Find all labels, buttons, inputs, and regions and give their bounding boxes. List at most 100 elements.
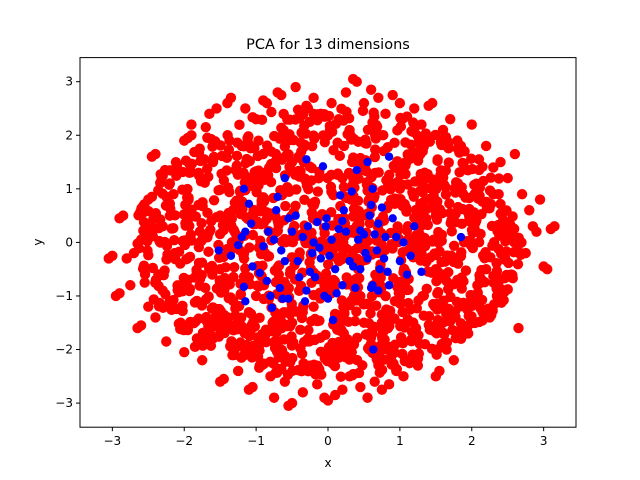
blue-point bbox=[334, 224, 343, 234]
red-point bbox=[308, 130, 319, 141]
red-point bbox=[365, 308, 376, 319]
red-point bbox=[319, 111, 330, 122]
red-point bbox=[431, 183, 442, 195]
blue-point bbox=[372, 246, 382, 255]
red-point bbox=[308, 92, 319, 103]
red-point bbox=[203, 246, 214, 257]
red-point bbox=[234, 119, 245, 131]
red-point bbox=[448, 240, 460, 251]
blue-point bbox=[233, 240, 243, 250]
red-point bbox=[531, 226, 542, 237]
red-point bbox=[395, 296, 406, 308]
red-point bbox=[400, 168, 411, 180]
red-point bbox=[238, 271, 250, 282]
red-point bbox=[549, 221, 560, 232]
red-point bbox=[276, 122, 287, 134]
blue-point bbox=[351, 283, 360, 293]
red-point bbox=[235, 288, 246, 300]
red-point bbox=[253, 341, 264, 353]
red-point bbox=[326, 97, 337, 109]
red-point bbox=[351, 76, 362, 87]
red-point bbox=[433, 226, 444, 238]
red-point bbox=[419, 167, 430, 178]
y-tick-label: 2 bbox=[65, 128, 73, 142]
x-tick-label: 0 bbox=[324, 434, 332, 448]
red-point bbox=[360, 329, 372, 340]
red-point bbox=[417, 146, 428, 157]
red-point bbox=[369, 376, 380, 387]
red-point bbox=[336, 103, 347, 115]
blue-point bbox=[241, 227, 250, 236]
red-point bbox=[180, 155, 192, 166]
red-point bbox=[365, 84, 377, 95]
red-point bbox=[369, 151, 381, 163]
red-point bbox=[444, 198, 455, 209]
red-point bbox=[202, 228, 214, 240]
y-axis-label: y bbox=[31, 238, 45, 245]
red-point bbox=[400, 137, 411, 148]
red-point bbox=[273, 363, 284, 375]
red-point bbox=[177, 286, 188, 297]
red-point bbox=[186, 119, 197, 130]
red-point bbox=[150, 148, 161, 160]
blue-point bbox=[315, 243, 324, 252]
red-point bbox=[432, 155, 443, 167]
blue-point bbox=[375, 264, 384, 274]
blue-point bbox=[269, 235, 279, 244]
red-point bbox=[357, 105, 369, 117]
red-point bbox=[348, 203, 360, 215]
red-point bbox=[449, 183, 460, 194]
blue-point bbox=[264, 227, 273, 236]
blue-point bbox=[336, 191, 345, 200]
red-point bbox=[223, 144, 235, 156]
red-point bbox=[389, 313, 400, 324]
red-point bbox=[290, 81, 301, 93]
red-point bbox=[434, 204, 446, 215]
red-point bbox=[475, 303, 486, 314]
red-point bbox=[235, 337, 246, 348]
blue-point bbox=[384, 281, 394, 290]
blue-point bbox=[347, 187, 356, 196]
red-point bbox=[161, 336, 172, 347]
red-point bbox=[208, 151, 220, 163]
red-point bbox=[328, 274, 339, 286]
red-point bbox=[139, 199, 150, 210]
red-point bbox=[288, 337, 299, 348]
red-point bbox=[280, 200, 291, 212]
red-point bbox=[484, 203, 495, 214]
red-point bbox=[466, 311, 477, 322]
red-point bbox=[278, 108, 289, 120]
red-point bbox=[397, 338, 409, 349]
red-point bbox=[513, 322, 524, 334]
red-point bbox=[464, 211, 475, 222]
red-point bbox=[218, 175, 230, 186]
red-point bbox=[443, 157, 454, 168]
red-point bbox=[378, 129, 389, 141]
red-point bbox=[117, 210, 129, 221]
red-point bbox=[211, 303, 223, 315]
red-point bbox=[454, 167, 465, 178]
red-point bbox=[418, 290, 430, 301]
red-point bbox=[401, 206, 412, 217]
blue-point bbox=[353, 235, 363, 244]
red-point bbox=[440, 181, 451, 193]
red-point bbox=[271, 327, 282, 338]
red-point bbox=[298, 358, 309, 369]
red-point bbox=[361, 138, 372, 149]
blue-point bbox=[295, 273, 304, 282]
red-point bbox=[380, 108, 391, 120]
blue-point bbox=[303, 222, 313, 231]
red-point bbox=[409, 103, 420, 114]
red-point bbox=[393, 287, 405, 299]
red-point bbox=[508, 247, 520, 258]
red-point bbox=[224, 319, 236, 331]
red-point bbox=[320, 329, 331, 340]
red-point bbox=[194, 226, 206, 237]
red-point bbox=[225, 340, 236, 352]
red-point bbox=[153, 185, 164, 196]
blue-point bbox=[384, 152, 394, 161]
red-point bbox=[179, 347, 190, 358]
red-point bbox=[420, 130, 431, 141]
blue-point bbox=[316, 254, 326, 263]
x-axis: −3 −2 −1 0 1 2 3 bbox=[103, 427, 547, 448]
